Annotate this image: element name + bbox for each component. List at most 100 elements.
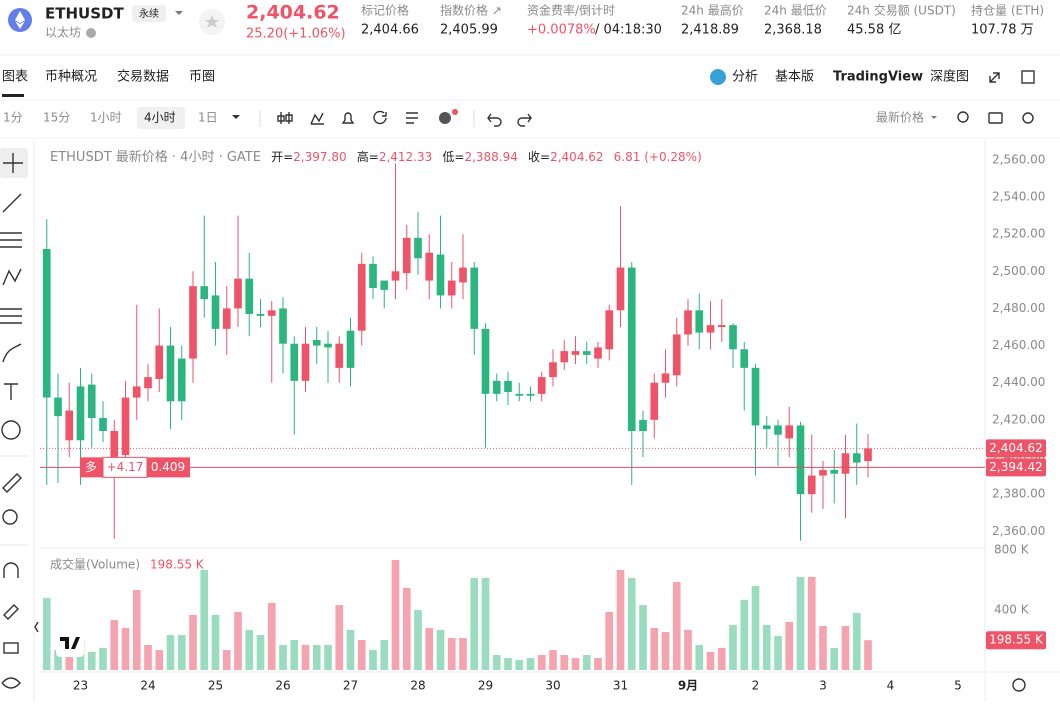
legend-label: 低= xyxy=(442,150,464,164)
candle-body xyxy=(627,267,636,431)
legend-label: 开= xyxy=(271,150,293,164)
view-option[interactable]: TradingView xyxy=(833,70,923,85)
volume-bar xyxy=(346,629,355,670)
dropdown[interactable] xyxy=(175,11,183,15)
x-tick-label: 9月 xyxy=(678,679,698,693)
volume-bar xyxy=(324,644,332,670)
eth-glyph xyxy=(15,11,25,29)
info-icon[interactable] xyxy=(86,28,96,38)
search-icon[interactable] xyxy=(957,111,969,123)
last-price-tag xyxy=(986,439,1046,458)
tab-underline xyxy=(2,94,24,97)
candle-body xyxy=(470,267,479,329)
volume-bar xyxy=(42,597,51,670)
camera-icon[interactable] xyxy=(988,112,1003,124)
candle-type[interactable] xyxy=(277,112,293,124)
price-change: 25.20(+1.06%) xyxy=(246,27,346,42)
stat-label: 24h 交易额 (USDT) xyxy=(847,3,956,18)
redo-icon[interactable] xyxy=(517,113,532,127)
volume-bar xyxy=(256,635,265,670)
chart-legend: ETHUSDT 最新价格 · 4小时 · GATE 开=2,397.80 高=2… xyxy=(50,149,702,165)
emoji-tool[interactable] xyxy=(1,420,21,440)
position-size-box[interactable] xyxy=(147,457,190,478)
y-tick-label: 2,500.00 xyxy=(992,264,1045,278)
volume-bar xyxy=(594,657,602,670)
view-option[interactable]: 深度图 xyxy=(930,69,969,85)
add-icon[interactable] xyxy=(439,112,451,124)
x-tick-label: 24 xyxy=(140,679,155,693)
view-option[interactable]: 基本版 xyxy=(775,70,814,85)
candle-body xyxy=(582,351,591,355)
text-tool[interactable] xyxy=(4,383,18,400)
interval[interactable]: 1日 xyxy=(198,111,218,125)
replay-icon[interactable] xyxy=(373,110,387,125)
candle-body xyxy=(200,286,209,300)
view-option[interactable]: 分析 xyxy=(732,70,758,85)
candle-body xyxy=(324,343,332,348)
fib-tool[interactable] xyxy=(0,308,22,324)
volume-bar xyxy=(605,611,614,670)
tab[interactable]: 图表 xyxy=(2,70,28,85)
price-mode[interactable]: 最新价格 xyxy=(876,110,924,125)
volume-bar xyxy=(447,638,456,670)
candle-body xyxy=(369,263,377,288)
x-tick-label: 23 xyxy=(73,679,88,693)
volume-bar xyxy=(110,620,119,670)
legend-title: ETHUSDT 最新价格 · 4小时 · GATE xyxy=(50,149,261,165)
pattern-tool[interactable] xyxy=(2,268,22,286)
candle-body xyxy=(346,330,355,368)
collapse-arrow[interactable] xyxy=(34,621,39,633)
tab[interactable]: 交易数据 xyxy=(117,69,169,85)
candle-body xyxy=(42,249,51,398)
candle-body xyxy=(526,393,535,396)
candle-body xyxy=(717,325,726,327)
dropdown[interactable] xyxy=(232,115,240,119)
candle-body xyxy=(380,280,389,290)
candle-body xyxy=(155,345,164,379)
visibility-tool[interactable] xyxy=(1,677,21,689)
time-settings[interactable] xyxy=(1012,678,1026,692)
x-tick-label: 30 xyxy=(545,679,560,693)
lock-draw-tool[interactable] xyxy=(3,604,19,620)
zoom-tool[interactable] xyxy=(2,509,18,525)
position-side-box[interactable] xyxy=(80,457,103,478)
candle-body xyxy=(222,308,231,329)
interval[interactable]: 1小时 xyxy=(90,111,122,125)
volume-bar xyxy=(672,581,681,670)
candle-body xyxy=(459,267,467,283)
crosshair-tool[interactable] xyxy=(3,153,23,173)
magnet-tool[interactable] xyxy=(3,562,19,578)
volume-bar xyxy=(87,651,96,670)
undo-icon[interactable] xyxy=(487,113,502,127)
lock-tool[interactable] xyxy=(3,642,19,654)
candle-body xyxy=(76,386,85,441)
alert-icon[interactable] xyxy=(341,112,355,124)
y-tick-label: 2,480.00 xyxy=(992,301,1045,315)
tab[interactable]: 币种概况 xyxy=(45,70,97,85)
dropdown[interactable] xyxy=(931,116,937,119)
volume-bar xyxy=(121,627,130,670)
candle-body xyxy=(177,358,186,402)
fullscreen-icon[interactable] xyxy=(989,72,1000,83)
volume-bar xyxy=(864,640,872,670)
candle-body xyxy=(571,351,580,355)
brush-tool[interactable] xyxy=(2,343,22,363)
volume-bar xyxy=(279,644,287,670)
toolbar-icons[interactable] xyxy=(277,109,532,127)
template-icon[interactable] xyxy=(406,112,418,124)
channel-tool[interactable] xyxy=(0,232,22,248)
trendline-tool[interactable] xyxy=(2,193,22,213)
settings-icon[interactable] xyxy=(1022,112,1034,124)
volume-bar xyxy=(537,654,546,670)
volume-bar xyxy=(627,578,636,670)
volume-bar xyxy=(571,657,580,670)
candle-body xyxy=(436,254,445,296)
ruler-tool[interactable] xyxy=(2,473,22,493)
interval[interactable]: 4小时 xyxy=(144,111,176,125)
tab[interactable]: 币圈 xyxy=(189,70,215,85)
window-icon[interactable] xyxy=(1021,70,1035,84)
interval[interactable]: 1分 xyxy=(3,111,23,125)
interval[interactable]: 15分 xyxy=(43,111,70,125)
indicator-icon[interactable] xyxy=(310,112,324,125)
candle-body xyxy=(807,475,816,495)
